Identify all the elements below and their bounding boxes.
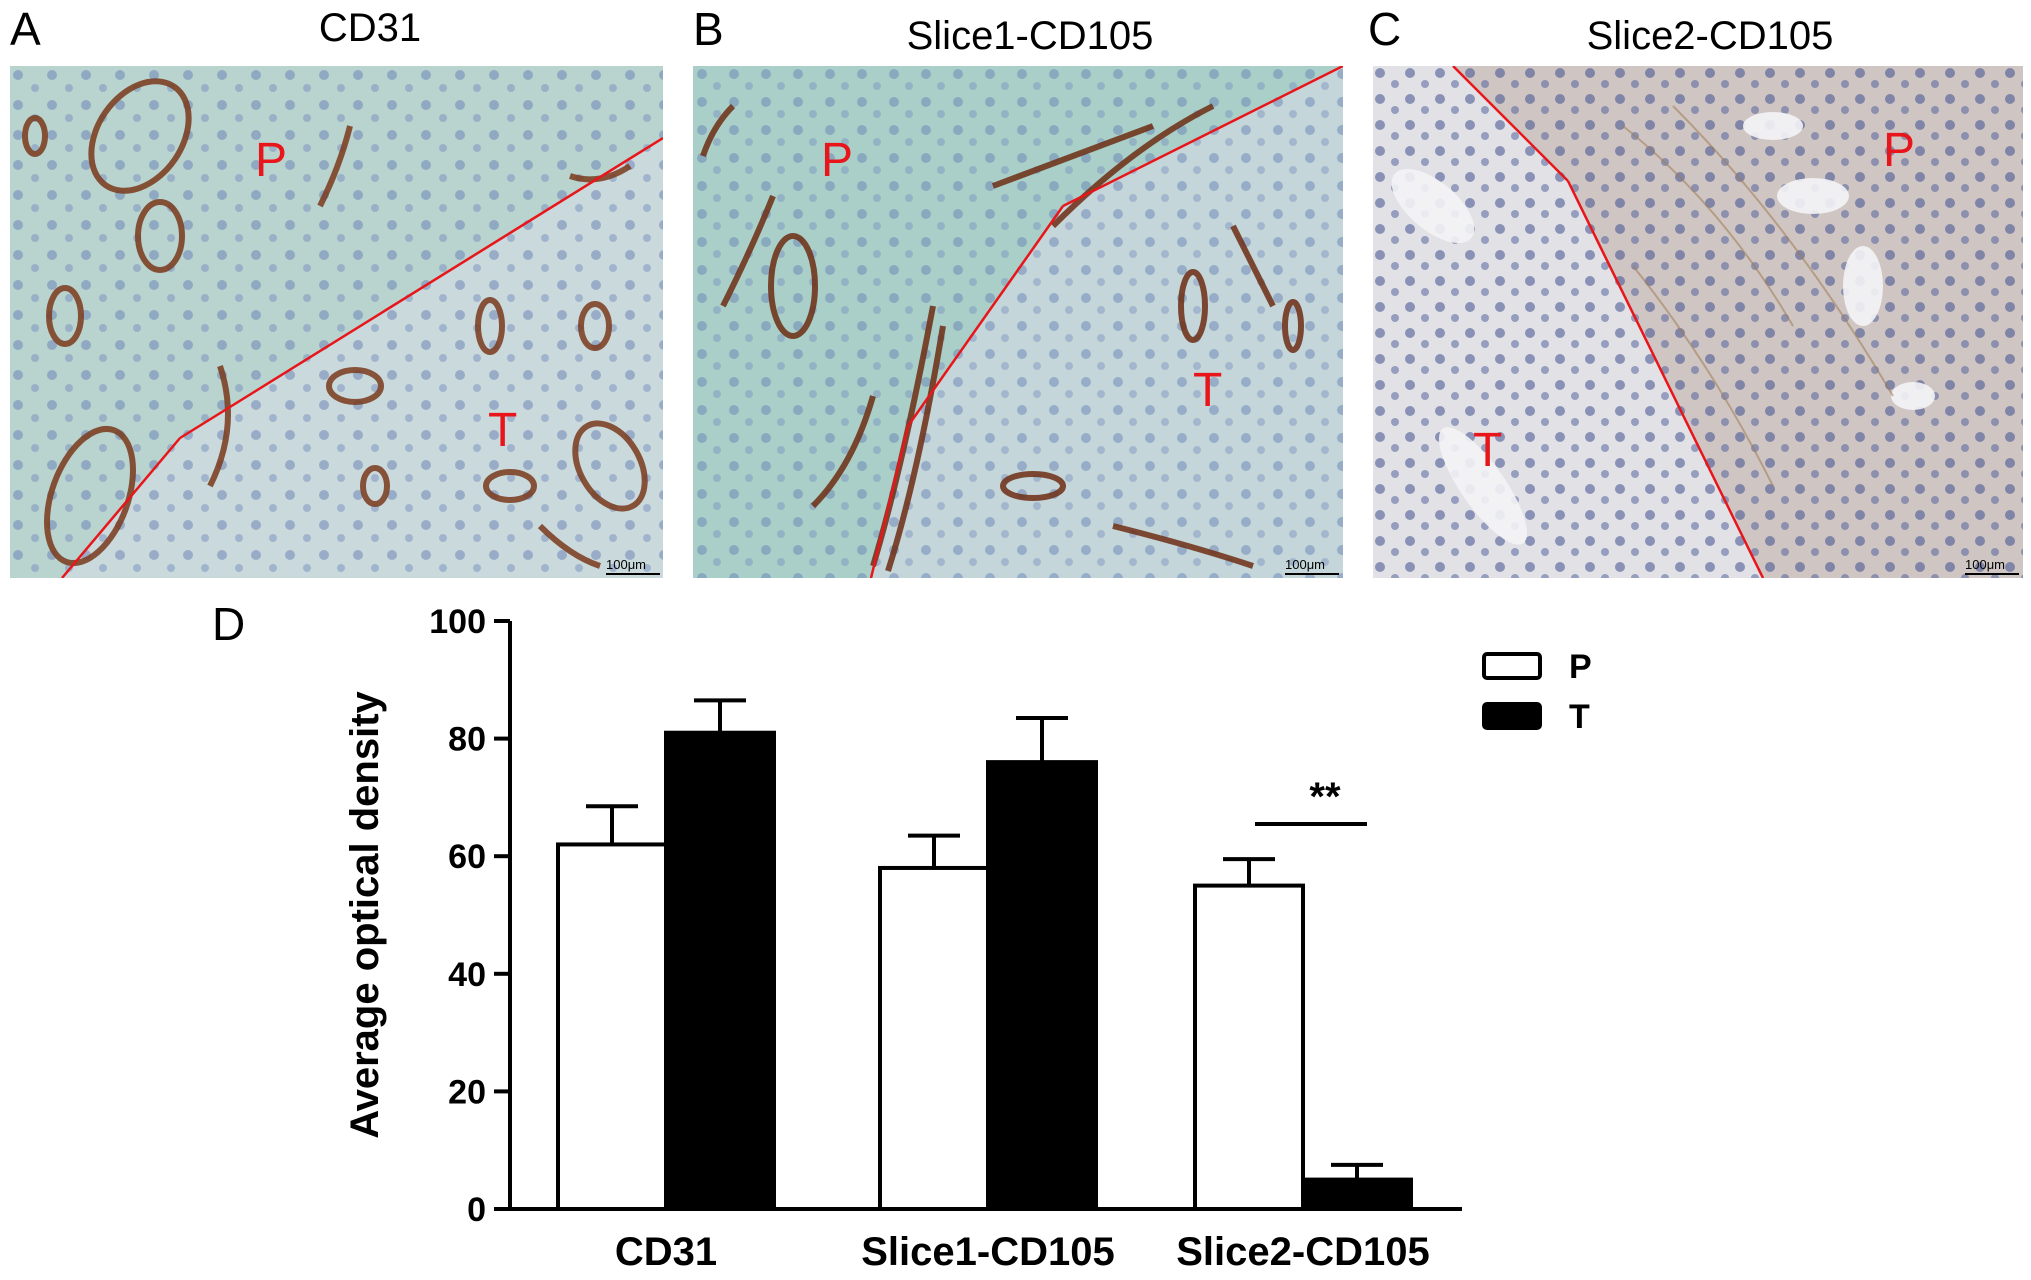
bar-p	[1193, 883, 1305, 1211]
micrograph-b: P T 100μm	[693, 66, 1343, 578]
bar-chart: D 0 20 40 60 80 100 Average optical density CD31…	[212, 598, 1592, 1274]
bar-t	[986, 760, 1098, 1211]
panel-letter-a: A	[10, 3, 41, 55]
scale-bar-label: 100μm	[606, 557, 646, 572]
x-tick-label: Slice1-CD105	[861, 1230, 1114, 1274]
region-label-p: P	[821, 134, 853, 187]
bar-p	[556, 842, 668, 1211]
y-tick-label: 60	[448, 838, 486, 876]
stained-vessels	[22, 78, 648, 569]
tissue-spaces	[1391, 112, 1935, 545]
tumor-boundary-line	[61, 437, 181, 578]
x-tick-label: Slice2-CD105	[1176, 1230, 1429, 1274]
region-label-p: P	[255, 134, 287, 187]
micrograph-a: P T 100μm	[10, 66, 663, 578]
region-label-t: T	[488, 404, 517, 457]
panel-letter-b: B	[693, 3, 724, 55]
y-tick-label: 40	[448, 956, 486, 994]
tumor-boundary-line	[1452, 66, 1569, 182]
significance-stars: **	[1309, 775, 1341, 819]
x-tick-label: CD31	[615, 1230, 717, 1274]
tumor-boundary-line	[869, 425, 910, 578]
y-tick-label: 0	[467, 1191, 486, 1229]
y-tick-label: 80	[448, 721, 486, 759]
bar-t	[664, 730, 776, 1211]
scale-bar-label: 100μm	[1285, 557, 1325, 572]
region-label-t: T	[1473, 424, 1502, 477]
micrograph-c: P T 100μm	[1373, 66, 2023, 578]
legend-swatch-p	[1482, 652, 1542, 680]
bar-p	[878, 865, 990, 1212]
region-label-p: P	[1883, 124, 1915, 177]
legend-label-p: P	[1569, 648, 1592, 686]
legend-swatch-t	[1482, 702, 1542, 730]
legend-label-t: T	[1569, 698, 1590, 736]
region-label-t: T	[1193, 364, 1222, 417]
panel-title-a: CD31	[318, 6, 422, 50]
scale-bar-label: 100μm	[1965, 557, 2005, 572]
bar-t	[1301, 1177, 1413, 1211]
panel-letter-d: D	[212, 598, 245, 650]
y-tick-label: 20	[448, 1073, 486, 1111]
panel-letter-c: C	[1368, 3, 1402, 55]
y-axis-title: Average optical density	[343, 690, 387, 1138]
panel-title-b: Slice1-CD105	[906, 14, 1154, 58]
panel-title-c: Slice2-CD105	[1586, 14, 1834, 58]
y-tick-label: 100	[429, 603, 486, 641]
